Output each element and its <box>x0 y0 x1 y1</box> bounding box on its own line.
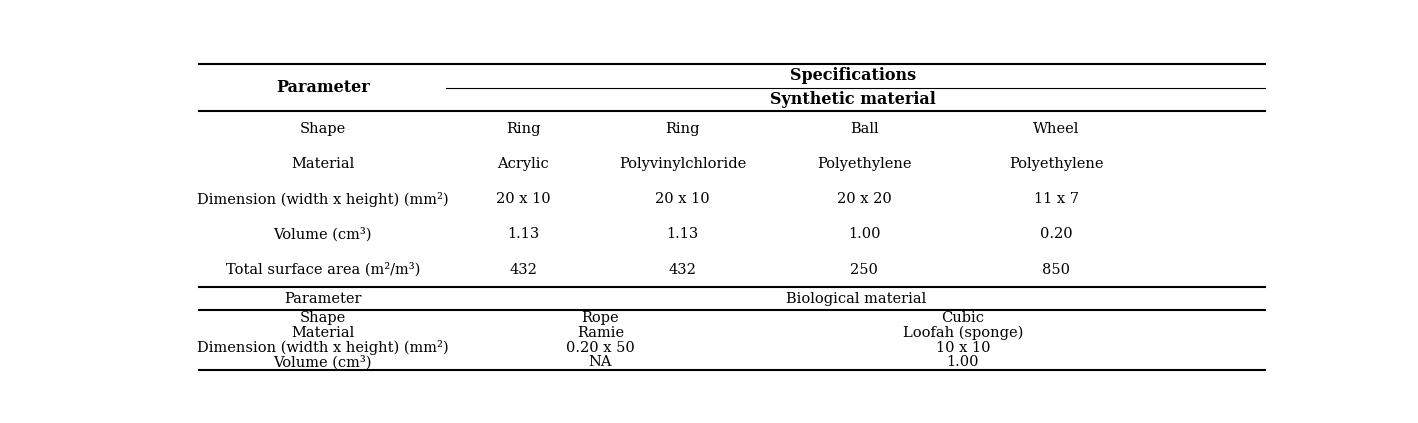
Text: 20 x 10: 20 x 10 <box>655 192 710 206</box>
Text: Ring: Ring <box>506 122 540 136</box>
Text: 1.13: 1.13 <box>508 228 539 242</box>
Text: Material: Material <box>291 326 354 340</box>
Text: Cubic: Cubic <box>942 311 984 325</box>
Text: NA: NA <box>588 355 613 370</box>
Text: Ball: Ball <box>849 122 878 136</box>
Text: Wheel: Wheel <box>1034 122 1079 136</box>
Text: 432: 432 <box>669 263 696 277</box>
Text: Ramie: Ramie <box>577 326 624 340</box>
Text: Material: Material <box>291 157 354 171</box>
Text: 11 x 7: 11 x 7 <box>1034 192 1079 206</box>
Text: 432: 432 <box>509 263 537 277</box>
Text: Parameter: Parameter <box>284 292 362 306</box>
Text: Synthetic material: Synthetic material <box>770 91 936 108</box>
Text: 10 x 10: 10 x 10 <box>936 341 990 354</box>
Text: Parameter: Parameter <box>277 79 370 96</box>
Text: 250: 250 <box>851 263 878 277</box>
Text: 1.13: 1.13 <box>666 228 699 242</box>
Text: Total surface area (m²/m³): Total surface area (m²/m³) <box>225 263 420 277</box>
Text: Acrylic: Acrylic <box>498 157 549 171</box>
Text: Volume (cm³): Volume (cm³) <box>274 355 372 370</box>
Text: Biological material: Biological material <box>786 292 926 306</box>
Text: 1.00: 1.00 <box>848 228 881 242</box>
Text: Specifications: Specifications <box>790 67 916 84</box>
Text: Polyethylene: Polyethylene <box>817 157 912 171</box>
Text: Dimension (width x height) (mm²): Dimension (width x height) (mm²) <box>197 192 448 207</box>
Text: Ring: Ring <box>665 122 700 136</box>
Text: 20 x 10: 20 x 10 <box>496 192 550 206</box>
Text: Loofah (sponge): Loofah (sponge) <box>903 325 1024 340</box>
Text: 20 x 20: 20 x 20 <box>837 192 892 206</box>
Text: Volume (cm³): Volume (cm³) <box>274 227 372 242</box>
Text: Polyethylene: Polyethylene <box>1010 157 1103 171</box>
Text: Dimension (width x height) (mm²): Dimension (width x height) (mm²) <box>197 340 448 355</box>
Text: 0.20: 0.20 <box>1039 228 1073 242</box>
Text: Polyvinylchloride: Polyvinylchloride <box>620 157 746 171</box>
Text: 0.20 x 50: 0.20 x 50 <box>566 341 635 354</box>
Text: Shape: Shape <box>299 311 346 325</box>
Text: 1.00: 1.00 <box>947 355 980 370</box>
Text: Rope: Rope <box>581 311 620 325</box>
Text: Shape: Shape <box>299 122 346 136</box>
Text: 850: 850 <box>1042 263 1071 277</box>
